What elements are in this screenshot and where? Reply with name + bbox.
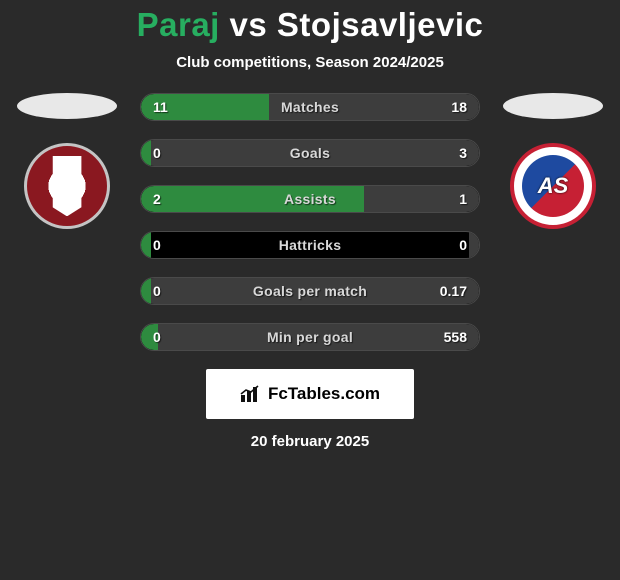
stat-row: 0 Goals 3 <box>140 139 480 167</box>
stat-value-left: 2 <box>153 191 161 207</box>
brand-text: FcTables.com <box>268 384 380 404</box>
stat-value-right: 0.17 <box>440 283 467 299</box>
stat-value-right: 0 <box>459 237 467 253</box>
brand-badge: FcTables.com <box>206 369 414 419</box>
stat-label: Assists <box>284 191 336 207</box>
stat-label: Matches <box>281 99 339 115</box>
stat-label: Goals <box>290 145 330 161</box>
subtitle: Club competitions, Season 2024/2025 <box>0 54 620 71</box>
player1-club-crest <box>24 143 110 229</box>
stat-row: 11 Matches 18 <box>140 93 480 121</box>
stat-fill-left <box>141 232 151 258</box>
stat-fill-left <box>141 140 151 166</box>
comparison-layout: 11 Matches 18 0 Goals 3 2 Assists 1 0 Hattricks 0 0 G… <box>0 93 620 351</box>
footer-date: 20 february 2025 <box>0 433 620 450</box>
stat-value-right: 3 <box>459 145 467 161</box>
chart-icon <box>240 385 262 403</box>
stat-fill-right <box>469 232 479 258</box>
vs-text: vs <box>230 6 268 43</box>
player2-oval <box>503 93 603 119</box>
stat-label: Min per goal <box>267 329 353 345</box>
stat-value-left: 0 <box>153 237 161 253</box>
stat-value-right: 18 <box>451 99 467 115</box>
stat-label: Hattricks <box>279 237 342 253</box>
page-title: Paraj vs Stojsavljevic <box>0 6 620 44</box>
player2-name: Stojsavljevic <box>277 6 483 43</box>
stat-row: 0 Hattricks 0 <box>140 231 480 259</box>
stat-value-right: 1 <box>459 191 467 207</box>
stat-row: 0 Goals per match 0.17 <box>140 277 480 305</box>
player1-oval <box>17 93 117 119</box>
player1-name: Paraj <box>137 6 220 43</box>
left-column <box>12 93 122 229</box>
stat-value-left: 0 <box>153 329 161 345</box>
stat-value-left: 0 <box>153 283 161 299</box>
stat-value-left: 0 <box>153 145 161 161</box>
right-column <box>498 93 608 229</box>
stat-label: Goals per match <box>253 283 367 299</box>
stat-value-right: 558 <box>444 329 467 345</box>
stat-row: 2 Assists 1 <box>140 185 480 213</box>
stat-row: 0 Min per goal 558 <box>140 323 480 351</box>
stat-fill-left <box>141 278 151 304</box>
stats-bars: 11 Matches 18 0 Goals 3 2 Assists 1 0 Hattricks 0 0 G… <box>140 93 480 351</box>
stat-value-left: 11 <box>153 99 168 115</box>
player2-club-crest <box>510 143 596 229</box>
